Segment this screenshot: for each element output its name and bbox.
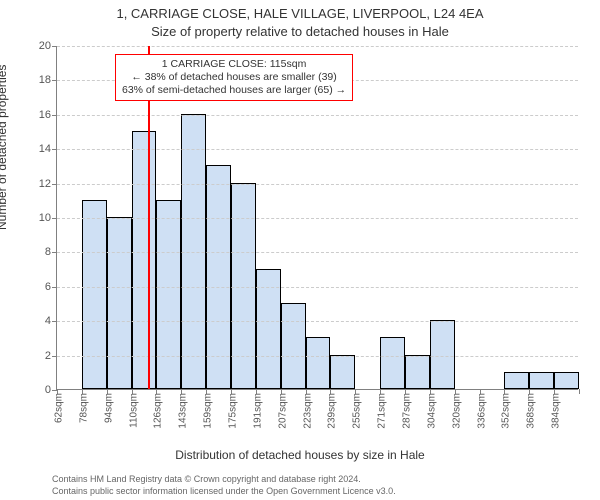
histogram-bar [504, 372, 529, 389]
histogram-bar [380, 337, 405, 389]
x-tick-label: 62sqm [54, 393, 65, 423]
histogram-bar [306, 337, 331, 389]
y-tick-mark [52, 218, 57, 219]
annotation-line: 63% of semi-detached houses are larger (… [122, 84, 346, 97]
y-tick-mark [52, 46, 57, 47]
annotation-line: 1 CARRIAGE CLOSE: 115sqm [122, 58, 346, 71]
grid-line [57, 115, 578, 116]
x-tick-label: 320sqm [451, 393, 462, 429]
histogram-bar [107, 217, 132, 389]
x-tick-label: 175sqm [228, 393, 239, 429]
grid-line [57, 321, 578, 322]
grid-line [57, 46, 578, 47]
x-tick-label: 336sqm [476, 393, 487, 429]
grid-line [57, 287, 578, 288]
y-tick-mark [52, 356, 57, 357]
plot-area: 0246810121416182062sqm78sqm94sqm110sqm12… [56, 46, 578, 390]
y-tick-label: 10 [39, 212, 51, 224]
x-axis-label: Distribution of detached houses by size … [0, 448, 600, 462]
chart-container: 1, CARRIAGE CLOSE, HALE VILLAGE, LIVERPO… [0, 0, 600, 500]
x-tick-label: 384sqm [551, 393, 562, 429]
histogram-bar [231, 183, 256, 389]
y-tick-mark [52, 149, 57, 150]
y-tick-mark [52, 184, 57, 185]
footer-copyright-1: Contains HM Land Registry data © Crown c… [52, 474, 361, 484]
grid-line [57, 356, 578, 357]
x-tick-label: 368sqm [526, 393, 537, 429]
footer-copyright-2: Contains public sector information licen… [52, 486, 396, 496]
x-tick-label: 78sqm [78, 393, 89, 423]
x-tick-label: 143sqm [178, 393, 189, 429]
y-tick-mark [52, 252, 57, 253]
histogram-bar [330, 355, 355, 389]
histogram-bar [132, 131, 157, 389]
chart-title-address: 1, CARRIAGE CLOSE, HALE VILLAGE, LIVERPO… [0, 6, 600, 21]
x-tick-label: 239sqm [327, 393, 338, 429]
grid-line [57, 218, 578, 219]
x-tick-label: 94sqm [103, 393, 114, 423]
x-tick-label: 255sqm [352, 393, 363, 429]
x-tick-label: 304sqm [426, 393, 437, 429]
y-tick-label: 6 [45, 281, 51, 293]
y-tick-label: 8 [45, 246, 51, 258]
x-tick-label: 352sqm [501, 393, 512, 429]
y-tick-label: 18 [39, 74, 51, 86]
y-tick-mark [52, 287, 57, 288]
x-tick-label: 287sqm [402, 393, 413, 429]
x-tick-label: 110sqm [128, 393, 139, 428]
y-axis-label: Number of detached properties [0, 65, 9, 230]
histogram-bar [554, 372, 579, 389]
y-tick-mark [52, 321, 57, 322]
annotation-line: ← 38% of detached houses are smaller (39… [122, 71, 346, 84]
y-tick-label: 12 [39, 178, 51, 190]
x-tick-mark [579, 389, 580, 394]
histogram-bar [430, 320, 455, 389]
y-tick-label: 20 [39, 40, 51, 52]
histogram-bar [529, 372, 554, 389]
y-tick-mark [52, 115, 57, 116]
grid-line [57, 184, 578, 185]
y-tick-mark [52, 80, 57, 81]
x-tick-label: 207sqm [277, 393, 288, 429]
y-tick-label: 16 [39, 109, 51, 121]
x-tick-label: 126sqm [153, 393, 164, 429]
x-tick-label: 191sqm [252, 393, 263, 429]
y-tick-label: 2 [45, 350, 51, 362]
grid-line [57, 252, 578, 253]
histogram-bar [405, 355, 430, 389]
x-tick-label: 223sqm [302, 393, 313, 429]
histogram-bar [156, 200, 181, 389]
grid-line [57, 149, 578, 150]
y-tick-label: 14 [39, 143, 51, 155]
x-tick-label: 271sqm [377, 393, 388, 429]
x-tick-label: 159sqm [203, 393, 214, 429]
y-tick-label: 0 [45, 384, 51, 396]
chart-title-description: Size of property relative to detached ho… [0, 24, 600, 39]
y-tick-label: 4 [45, 315, 51, 327]
histogram-bar [82, 200, 107, 389]
histogram-bar [281, 303, 306, 389]
annotation-box: 1 CARRIAGE CLOSE: 115sqm← 38% of detache… [115, 54, 353, 101]
